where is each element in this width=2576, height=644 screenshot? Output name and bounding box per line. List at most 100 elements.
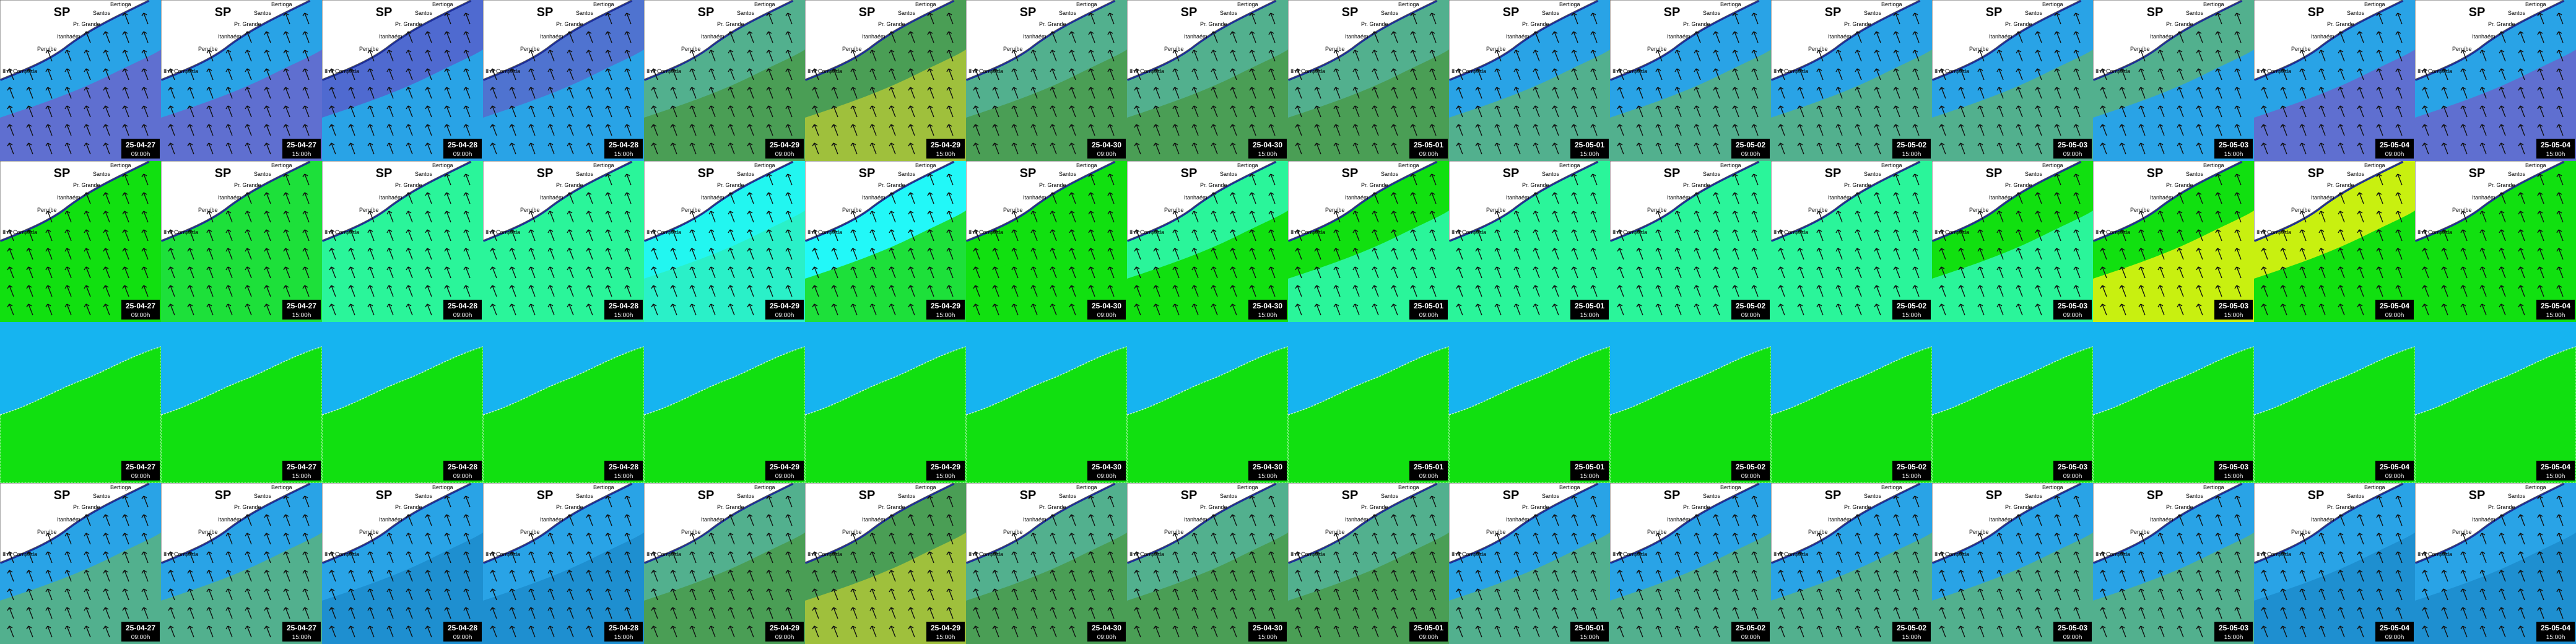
wind-arrow	[766, 266, 773, 279]
wind-arrow	[1391, 266, 1398, 279]
wind-arrow	[1011, 142, 1019, 155]
wind-arrow	[1533, 303, 1540, 316]
wind-arrow	[1533, 192, 1540, 204]
wind-arrow	[1513, 105, 1521, 118]
wind-arrow	[2016, 607, 2023, 619]
wind-arrow	[1533, 124, 1540, 136]
wind-arrow	[869, 105, 877, 118]
wind-arrow	[2177, 50, 2184, 62]
wind-arrow	[605, 31, 612, 43]
wind-arrow	[2460, 124, 2468, 136]
wind-arrow	[728, 533, 735, 545]
wind-arrow	[1590, 12, 1598, 25]
wind-arrow	[1172, 105, 1180, 118]
place-label: Ilha Comprida	[1129, 68, 1164, 74]
wind-arrow	[1513, 87, 1521, 99]
wind-arrow	[1475, 285, 1482, 297]
place-label: Itanhaém	[1667, 194, 1690, 201]
wind-arrow	[2054, 68, 2061, 80]
wind-arrow	[1410, 68, 1417, 80]
wind-arrow	[1249, 533, 1256, 545]
wind-arrow	[2073, 124, 2081, 136]
wind-arrow	[386, 551, 394, 564]
wind-arrow	[425, 68, 432, 80]
wind-arrow	[1372, 570, 1379, 582]
wind-arrow	[2035, 31, 2042, 43]
wind-arrow	[1694, 105, 1701, 118]
wind-arrow	[141, 607, 149, 619]
wind-arrow	[946, 173, 954, 186]
wind-arrow	[1314, 625, 1321, 638]
wind-arrow	[1249, 588, 1256, 601]
wind-arrow	[992, 124, 999, 136]
wind-arrow	[1751, 607, 1759, 619]
wind-arrow	[1513, 303, 1521, 316]
wind-arrow	[2054, 607, 2061, 619]
wind-arrow	[386, 625, 394, 638]
place-label: Peruíbe	[37, 529, 57, 535]
wind-arrow	[586, 192, 593, 204]
wind-arrow	[2016, 105, 2023, 118]
wind-arrow	[1230, 192, 1237, 204]
place-label: Santos	[2186, 493, 2204, 499]
land	[483, 483, 632, 563]
wind-arrow	[302, 285, 310, 297]
wind-arrow	[850, 68, 858, 80]
wind-arrow	[2338, 68, 2345, 80]
land	[483, 0, 632, 80]
wind-arrow	[1874, 50, 1881, 62]
wind-arrow	[406, 607, 413, 619]
place-label: Bertioga	[1559, 1, 1580, 7]
wind-arrow	[2537, 31, 2544, 43]
wind-arrow	[2338, 303, 2345, 316]
wind-arrow	[1333, 68, 1341, 80]
wind-arrow	[1713, 50, 1720, 62]
wind-arrow	[1855, 514, 1862, 526]
wind-arrow	[946, 533, 954, 545]
wind-arrow	[1050, 31, 1057, 43]
wind-arrow	[946, 50, 954, 62]
wind-arrow	[1713, 303, 1720, 316]
wind-arrow	[2299, 303, 2307, 316]
wind-arrow	[1797, 124, 1804, 136]
place-label: Santos	[2347, 10, 2365, 16]
wind-arrow	[1153, 285, 1160, 297]
wind-arrow	[302, 588, 310, 601]
wind-arrow	[2357, 192, 2364, 204]
time-label: 15:00h	[1258, 634, 1277, 641]
wind-arrow	[2119, 285, 2126, 297]
wind-arrow	[1429, 87, 1437, 99]
wind-arrow	[1617, 105, 1624, 118]
wind-arrow	[785, 285, 793, 297]
wind-arrow	[1513, 229, 1521, 242]
wind-arrow	[670, 607, 677, 619]
wind-arrow	[1352, 68, 1360, 80]
wind-arrow	[2479, 229, 2487, 242]
wind-arrow	[2441, 303, 2448, 316]
wind-arrow	[1855, 533, 1862, 545]
wind-arrow	[2318, 607, 2326, 619]
place-label: Itanhaém	[1828, 516, 1852, 523]
wind-arrow	[1372, 229, 1379, 242]
wind-arrow	[1977, 248, 1985, 260]
wind-arrow	[1655, 105, 1663, 118]
wind-arrow	[2054, 551, 2061, 564]
wind-arrow	[889, 607, 896, 619]
wind-arrow	[973, 248, 980, 260]
wind-arrow	[463, 211, 471, 223]
land	[2093, 483, 2242, 563]
wind-arrow	[1295, 625, 1302, 638]
wind-arrow	[2556, 588, 2564, 601]
wind-arrow	[1249, 570, 1256, 582]
wind-arrow	[2073, 12, 2081, 25]
wind-arrow	[2215, 551, 2222, 564]
wind-arrow	[103, 533, 110, 545]
wind-arrow	[2073, 192, 2081, 204]
wind-arrow	[1874, 551, 1881, 564]
place-label: Santos	[1220, 10, 1238, 16]
place-label: Itanhaém	[1667, 516, 1690, 523]
date-box	[443, 622, 482, 642]
